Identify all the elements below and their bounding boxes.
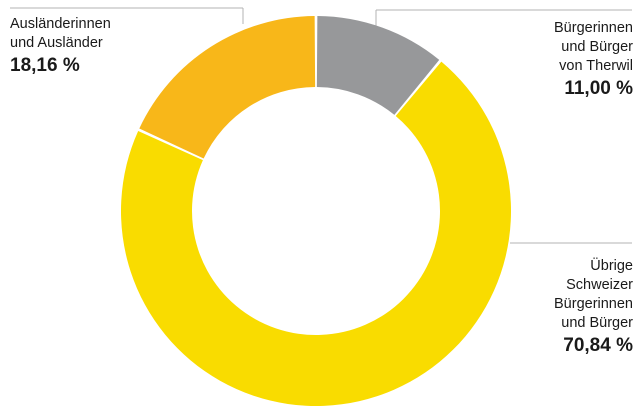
label-therwil-name: Bürgerinnen und Bürger von Therwil	[554, 20, 633, 74]
donut-slice-1	[120, 61, 512, 406]
label-therwil: Bürgerinnen und Bürger von Therwil 11,00…	[554, 19, 633, 102]
label-auslaender-name: Ausländerinnen und Ausländer	[10, 16, 111, 51]
donut-slice-2	[139, 16, 316, 159]
donut-slices	[120, 16, 512, 406]
leader-lines	[10, 7, 632, 244]
donut-slice-0	[316, 16, 440, 115]
label-schweizer: Übrige Schweizer Bürgerinnen und Bürger …	[554, 257, 633, 359]
label-schweizer-value: 70,84 %	[563, 335, 633, 356]
label-therwil-value: 11,00 %	[564, 78, 633, 99]
label-auslaender-value: 18,16 %	[10, 55, 80, 76]
label-schweizer-name: Übrige Schweizer Bürgerinnen und Bürger	[554, 258, 633, 331]
label-auslaender: Ausländerinnen und Ausländer 18,16 %	[10, 15, 111, 79]
